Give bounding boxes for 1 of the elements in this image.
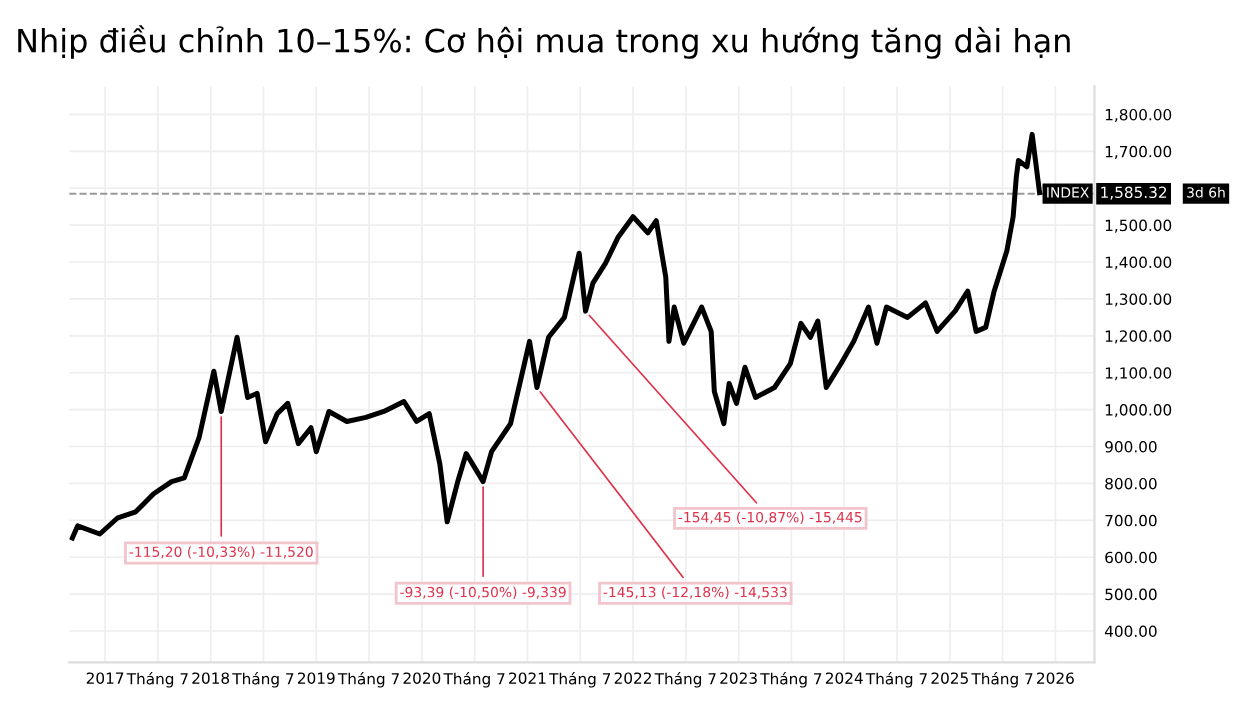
chart-title: Nhịp điều chỉnh 10–15%: Cơ hội mua trong xu hướng tăng dài hạn — [18, 25, 1070, 59]
